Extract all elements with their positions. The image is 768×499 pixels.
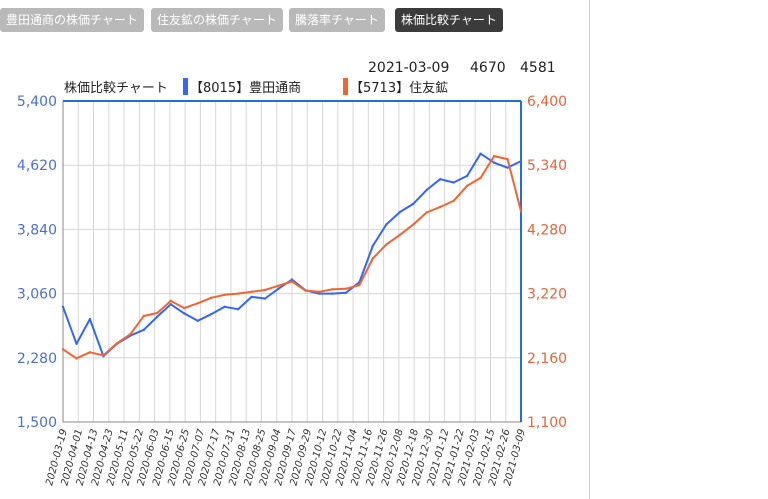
chart-grid <box>62 100 522 423</box>
panel-divider <box>589 0 590 499</box>
right-tick-label: 1,100 <box>527 415 567 431</box>
series-2-point <box>465 184 469 187</box>
series-2-point <box>438 205 442 209</box>
tab-price-comparison-chart[interactable]: 株価比較チャート <box>395 8 503 32</box>
right-tick-label: 6,400 <box>527 94 567 110</box>
series-2-point <box>156 311 159 315</box>
series-2-point <box>519 209 523 213</box>
series-2-point <box>331 288 334 291</box>
left-tick-label: 2,280 <box>17 351 57 367</box>
left-tick-label: 4,620 <box>17 158 57 174</box>
series-2-point <box>344 287 348 290</box>
right-tick-label: 5,340 <box>527 158 567 174</box>
series-2-point <box>115 342 119 345</box>
series-2-point <box>236 292 240 295</box>
series-1-point <box>506 166 509 169</box>
series-1-point <box>412 202 415 206</box>
series-1-point <box>317 292 321 295</box>
series-2-point <box>290 280 294 283</box>
series-1-point <box>75 342 78 346</box>
tab-change-rate-chart[interactable]: 騰落率チャート <box>289 8 385 32</box>
series-2-point <box>223 293 226 297</box>
right-tick-label: 4,280 <box>527 222 567 238</box>
series-1-point <box>465 174 469 178</box>
series-2-point <box>196 302 199 305</box>
legend-label-5713: 【5713】住友鉱 <box>350 80 448 96</box>
series-1-point <box>88 317 92 321</box>
series-1-point <box>385 223 388 226</box>
series-1-point <box>331 292 334 295</box>
series-2-point <box>169 299 172 303</box>
series-2-point <box>358 283 361 287</box>
series-1-point <box>452 181 455 184</box>
left-tick-label: 3,060 <box>17 287 57 303</box>
series-2-point <box>317 290 321 293</box>
info-value-5713: 4581 <box>520 60 556 76</box>
legend-swatch-5713 <box>343 78 348 95</box>
series-layer <box>61 152 523 360</box>
series-1-point <box>250 295 253 299</box>
series-2-point <box>371 257 375 260</box>
series-2-point <box>183 306 186 310</box>
info-value-8015: 4670 <box>470 60 506 76</box>
right-axis-ticks: 6,400 5,340 4,280 3,220 2,160 1,100 <box>527 94 567 431</box>
right-tick-label: 2,160 <box>527 351 567 367</box>
series-2-point <box>250 290 253 293</box>
left-tick-label: 5,400 <box>17 94 57 110</box>
series-1-point <box>398 210 401 214</box>
series-2-point <box>129 332 132 336</box>
left-tick-label: 1,500 <box>17 415 57 431</box>
series-1-point <box>236 308 240 311</box>
series-1-point <box>196 319 199 322</box>
left-axis-ticks: 5,400 4,620 3,840 3,060 2,280 1,500 <box>17 94 57 431</box>
series-1-point <box>344 291 348 294</box>
series-1-point <box>371 244 375 248</box>
legend-label-8015: 【8015】豊田通商 <box>190 81 301 96</box>
series-2-point <box>425 211 428 214</box>
right-tick-label: 3,220 <box>527 287 567 303</box>
series-2-point <box>102 354 105 357</box>
series-2-point <box>506 157 509 161</box>
info-date: 2021-03-09 <box>368 60 449 76</box>
series-2-point <box>385 243 388 246</box>
tab-toyota-tsusho-chart[interactable]: 豊田通商の株価チャート <box>0 8 144 32</box>
series-1-point <box>492 161 496 164</box>
series-1-point <box>479 152 482 155</box>
series-2-point <box>61 348 65 351</box>
series-2-point <box>75 357 78 360</box>
series-2-point <box>492 154 496 158</box>
series-1-point <box>425 188 428 192</box>
series-1-point <box>183 312 186 315</box>
series-1-point <box>263 297 267 300</box>
left-tick-label: 3,840 <box>17 222 57 238</box>
series-1-point <box>61 305 65 308</box>
legend-swatch-8015 <box>183 78 188 95</box>
series-1-point <box>223 305 226 308</box>
series-1-point <box>156 315 159 318</box>
series-2-point <box>88 351 92 354</box>
series-2-point <box>142 314 146 318</box>
series-2-point <box>412 223 415 226</box>
series-2-point <box>398 233 401 237</box>
series-2-point <box>479 176 482 180</box>
series-1-point <box>169 303 172 306</box>
series-1-point <box>290 278 294 281</box>
tab-sumitomo-metal-mining-chart[interactable]: 住友鉱の株価チャート <box>151 8 283 32</box>
series-2-point <box>209 296 213 300</box>
series-2-point <box>277 284 280 287</box>
series-1-point <box>438 177 442 181</box>
chart-title: 株価比較チャート <box>64 81 168 96</box>
series-1-point <box>277 287 280 290</box>
series-2-point <box>452 199 455 203</box>
series-1-point <box>142 328 146 332</box>
series-1-point <box>519 159 523 163</box>
series-1-point <box>209 312 213 316</box>
price-comparison-chart: 5,400 4,620 3,840 3,060 2,280 1,500 6,400 5,34… <box>17 60 567 487</box>
series-2-point <box>263 288 267 292</box>
series-2-point <box>304 289 307 292</box>
x-axis-ticks: 2020-03-192020-04-012020-04-132020-04-23… <box>44 427 528 487</box>
